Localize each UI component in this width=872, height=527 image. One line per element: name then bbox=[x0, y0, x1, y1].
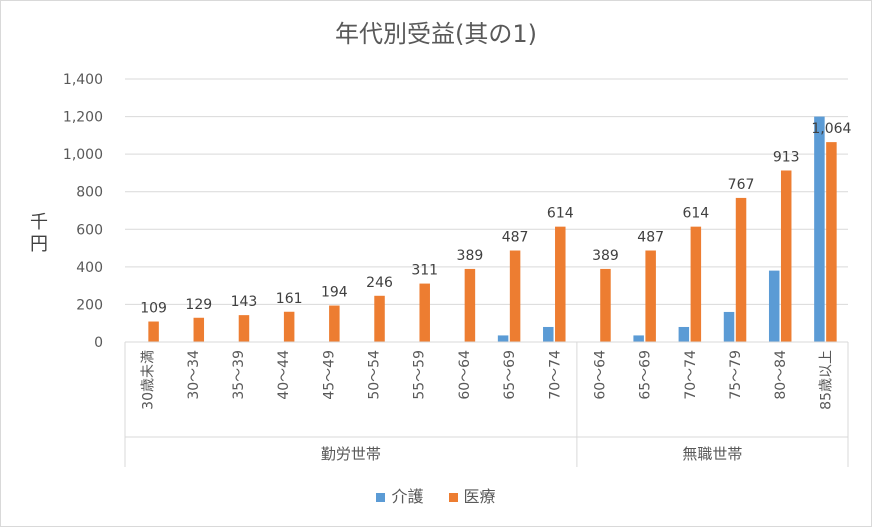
bar-kaigo bbox=[768, 270, 780, 342]
category-label: 65～69 bbox=[638, 350, 654, 400]
bar-kaigo bbox=[497, 335, 509, 342]
bar-iryo bbox=[193, 317, 205, 342]
category-label: 60～64 bbox=[592, 350, 608, 400]
category-label: 80～84 bbox=[773, 350, 789, 400]
data-label: 389 bbox=[457, 248, 484, 264]
legend-label-iryo: 医療 bbox=[463, 487, 496, 506]
y-tick-label: 800 bbox=[76, 185, 103, 201]
category-label: 50～54 bbox=[367, 350, 383, 400]
bar-iryo bbox=[464, 268, 476, 342]
y-tick-label: 400 bbox=[76, 260, 103, 276]
bar-kaigo bbox=[633, 335, 644, 342]
bar-iryo bbox=[690, 226, 702, 342]
category-label: 70～74 bbox=[547, 350, 563, 400]
category-label: 65～69 bbox=[502, 350, 518, 400]
data-label: 487 bbox=[502, 230, 529, 246]
category-label: 60～64 bbox=[457, 350, 473, 400]
legend: 介護 医療 bbox=[0, 483, 872, 507]
category-label: 40～44 bbox=[276, 350, 292, 400]
data-label: 1,064 bbox=[811, 121, 851, 137]
category-label: 55～59 bbox=[412, 350, 428, 400]
data-label: 614 bbox=[547, 206, 574, 222]
legend-label-kaigo: 介護 bbox=[391, 487, 424, 506]
chart-title: 年代別受益(其の1) bbox=[335, 20, 537, 48]
bar-kaigo bbox=[678, 326, 690, 342]
bar-kaigo bbox=[723, 311, 735, 342]
data-label: 161 bbox=[276, 291, 303, 307]
data-label: 143 bbox=[231, 294, 258, 310]
bar-iryo bbox=[238, 315, 250, 342]
bar-iryo bbox=[555, 226, 566, 342]
bar-iryo bbox=[329, 305, 340, 342]
y-tick-label: 1,400 bbox=[63, 72, 103, 88]
legend-item-kaigo: 介護 bbox=[376, 483, 423, 507]
bar-iryo bbox=[283, 311, 295, 342]
bar-kaigo bbox=[543, 326, 554, 342]
bar-iryo bbox=[735, 197, 747, 342]
data-label: 194 bbox=[321, 285, 348, 301]
y-tick-label: 0 bbox=[94, 335, 103, 351]
bar-iryo bbox=[826, 142, 837, 342]
category-label: 35～39 bbox=[231, 350, 247, 400]
data-label: 614 bbox=[682, 206, 709, 222]
legend-swatch-iryo bbox=[448, 493, 458, 502]
bar-iryo bbox=[148, 321, 159, 342]
category-label: 30歳未満 bbox=[141, 350, 157, 410]
data-label: 389 bbox=[592, 248, 619, 264]
bar-kaigo bbox=[814, 116, 825, 342]
category-label: 70～74 bbox=[683, 350, 699, 400]
bar-iryo bbox=[600, 268, 611, 342]
bar-iryo bbox=[419, 283, 430, 342]
y-axis-title: 千円 bbox=[30, 212, 48, 255]
data-label: 913 bbox=[773, 149, 800, 165]
legend-swatch-kaigo bbox=[376, 493, 386, 502]
group-label: 無職世帯 bbox=[682, 445, 742, 463]
category-label: 45～49 bbox=[321, 350, 337, 400]
data-label: 487 bbox=[637, 230, 664, 246]
data-label: 767 bbox=[728, 177, 755, 193]
y-tick-label: 1,200 bbox=[63, 110, 103, 126]
legend-item-iryo: 医療 bbox=[448, 483, 496, 507]
data-label: 129 bbox=[185, 297, 212, 313]
group-label: 勤労世帯 bbox=[321, 445, 381, 463]
bar-iryo bbox=[645, 250, 656, 342]
data-label: 246 bbox=[366, 275, 393, 291]
data-label: 109 bbox=[140, 301, 167, 317]
y-tick-label: 600 bbox=[76, 222, 103, 238]
category-label: 30～34 bbox=[186, 350, 202, 400]
bar-iryo bbox=[509, 250, 521, 342]
bar-iryo bbox=[780, 170, 792, 342]
y-tick-label: 1,000 bbox=[63, 147, 103, 163]
data-label: 311 bbox=[411, 263, 438, 279]
category-label: 75～79 bbox=[728, 350, 744, 400]
category-label: 85歳以上 bbox=[818, 350, 834, 410]
bar-iryo bbox=[374, 295, 385, 342]
y-tick-label: 200 bbox=[76, 297, 103, 313]
